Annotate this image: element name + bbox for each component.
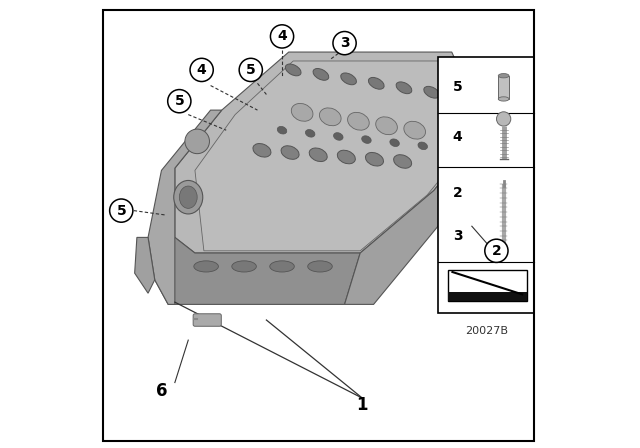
- Text: 4: 4: [196, 63, 207, 77]
- Text: 2: 2: [452, 185, 463, 200]
- Ellipse shape: [185, 129, 209, 154]
- Ellipse shape: [369, 78, 384, 89]
- Ellipse shape: [376, 117, 397, 135]
- Ellipse shape: [232, 261, 257, 272]
- Text: 2: 2: [492, 244, 501, 258]
- Ellipse shape: [305, 129, 315, 137]
- Text: 3: 3: [340, 36, 349, 50]
- Ellipse shape: [179, 186, 197, 208]
- Circle shape: [109, 199, 133, 222]
- Polygon shape: [134, 237, 155, 293]
- Text: 1: 1: [356, 396, 368, 414]
- Ellipse shape: [365, 152, 383, 166]
- Text: 5: 5: [452, 80, 463, 95]
- Bar: [499, 76, 509, 99]
- Circle shape: [497, 112, 511, 126]
- Ellipse shape: [394, 155, 412, 168]
- Text: 20027B: 20027B: [465, 326, 508, 336]
- Polygon shape: [344, 126, 485, 304]
- Text: 5: 5: [175, 94, 184, 108]
- Circle shape: [190, 58, 213, 82]
- Ellipse shape: [285, 64, 301, 76]
- Ellipse shape: [424, 86, 440, 98]
- Ellipse shape: [337, 150, 355, 164]
- Polygon shape: [175, 52, 485, 253]
- Circle shape: [168, 90, 191, 113]
- Ellipse shape: [418, 142, 428, 150]
- FancyBboxPatch shape: [193, 314, 221, 326]
- Text: 4: 4: [452, 130, 463, 144]
- Ellipse shape: [308, 261, 332, 272]
- Circle shape: [239, 58, 262, 82]
- Circle shape: [271, 25, 294, 48]
- Ellipse shape: [362, 136, 371, 143]
- Circle shape: [484, 239, 508, 263]
- Ellipse shape: [340, 73, 356, 85]
- Ellipse shape: [474, 144, 492, 170]
- Ellipse shape: [348, 112, 369, 130]
- Polygon shape: [195, 61, 481, 251]
- Circle shape: [333, 31, 356, 55]
- Ellipse shape: [173, 181, 203, 214]
- Ellipse shape: [269, 261, 294, 272]
- Ellipse shape: [313, 69, 329, 80]
- Text: 4: 4: [277, 30, 287, 43]
- Ellipse shape: [333, 133, 343, 140]
- Ellipse shape: [194, 261, 218, 272]
- Text: 5: 5: [116, 203, 126, 218]
- Bar: [438, 56, 534, 313]
- Ellipse shape: [277, 126, 287, 134]
- Ellipse shape: [309, 148, 327, 162]
- Text: 5: 5: [246, 63, 255, 77]
- Ellipse shape: [499, 73, 509, 78]
- Ellipse shape: [390, 139, 399, 146]
- Bar: [448, 292, 527, 301]
- Bar: [448, 270, 527, 301]
- Ellipse shape: [291, 103, 313, 121]
- Polygon shape: [148, 110, 221, 304]
- Ellipse shape: [319, 108, 341, 126]
- Ellipse shape: [499, 97, 509, 101]
- Polygon shape: [155, 237, 360, 304]
- Ellipse shape: [396, 82, 412, 94]
- Text: 6: 6: [156, 383, 167, 401]
- Ellipse shape: [281, 146, 299, 159]
- Ellipse shape: [253, 143, 271, 157]
- Text: 3: 3: [452, 229, 462, 243]
- Ellipse shape: [404, 121, 426, 139]
